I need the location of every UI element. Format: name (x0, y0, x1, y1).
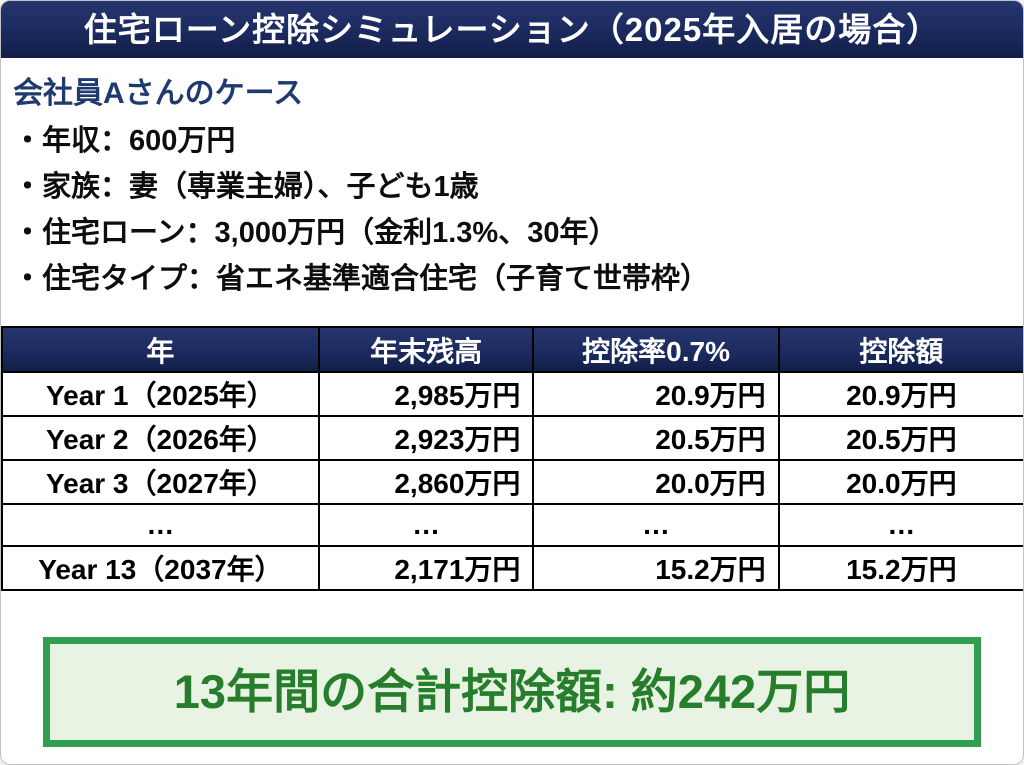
summary-text: 13年間の合計控除額: 約242万円 (173, 665, 851, 718)
table-cell-balance: … (317, 503, 535, 547)
table-cell-balance: 2,985万円 (317, 371, 535, 417)
table-cell-rate: 20.5万円 (532, 415, 780, 461)
table-cell-year: Year 13（2037年） (1, 545, 320, 591)
bullet-item: ・住宅タイプ：省エネ基準適合住宅（子育て世帯枠） (13, 263, 710, 295)
bullet-list: ・年収：600万円・家族：妻（専業主婦）、子ども1歳・住宅ローン：3,000万円… (13, 118, 1011, 302)
column-header-balance: 年末残高 (317, 326, 535, 373)
table-row: Year 13（2037年） 2,171万円 15.2万円 15.2万円 (1, 545, 1023, 591)
table-header-row: 年 年末残高 控除率0.7% 控除額 (1, 326, 1023, 373)
case-title: 会社員Aさんのケース (13, 77, 304, 110)
column-header-rate: 控除率0.7% (532, 326, 780, 373)
table-cell-amount: 15.2万円 (777, 545, 1023, 591)
bullet-item: ・家族：妻（専業主婦）、子ども1歳 (13, 171, 479, 203)
table-row: Year 3（2027年） 2,860万円 20.0万円 20.0万円 (1, 459, 1023, 505)
summary-box: 13年間の合計控除額: 約242万円 (43, 637, 981, 747)
simulation-table: 年 年末残高 控除率0.7% 控除額 Year 1（2025年） 2,985万円… (1, 326, 1023, 591)
bullet-item: ・住宅ローン：3,000万円（金利1.3%、30年） (13, 217, 618, 249)
table-cell-year: … (1, 503, 320, 547)
table-row: … … … … (1, 503, 1023, 547)
column-header-year: 年 (1, 326, 320, 373)
table-cell-amount: 20.0万円 (777, 459, 1023, 505)
table-row: Year 1（2025年） 2,985万円 20.9万円 20.9万円 (1, 371, 1023, 417)
case-section: 会社員Aさんのケース ・年収：600万円・家族：妻（専業主婦）、子ども1歳・住宅… (1, 58, 1023, 326)
table-cell-balance: 2,923万円 (317, 415, 535, 461)
bullet-item: ・年収：600万円 (13, 125, 236, 157)
table-cell-year: Year 1（2025年） (1, 371, 320, 417)
table-cell-rate: … (532, 503, 780, 547)
table-cell-amount: 20.9万円 (777, 371, 1023, 417)
table-cell-balance: 2,171万円 (317, 545, 535, 591)
table-cell-year: Year 2（2026年） (1, 415, 320, 461)
table-cell-balance: 2,860万円 (317, 459, 535, 505)
table-cell-amount: … (777, 503, 1023, 547)
column-header-amount: 控除額 (777, 326, 1023, 373)
table-cell-rate: 15.2万円 (532, 545, 780, 591)
table-cell-year: Year 3（2027年） (1, 459, 320, 505)
table-cell-amount: 20.5万円 (777, 415, 1023, 461)
table-cell-rate: 20.9万円 (532, 371, 780, 417)
table-row: Year 2（2026年） 2,923万円 20.5万円 20.5万円 (1, 415, 1023, 461)
table-body: Year 1（2025年） 2,985万円 20.9万円 20.9万円 Year… (1, 371, 1023, 591)
table-cell-rate: 20.0万円 (532, 459, 780, 505)
page-title: 住宅ローン控除シミュレーション（2025年入居の場合） (1, 1, 1023, 58)
